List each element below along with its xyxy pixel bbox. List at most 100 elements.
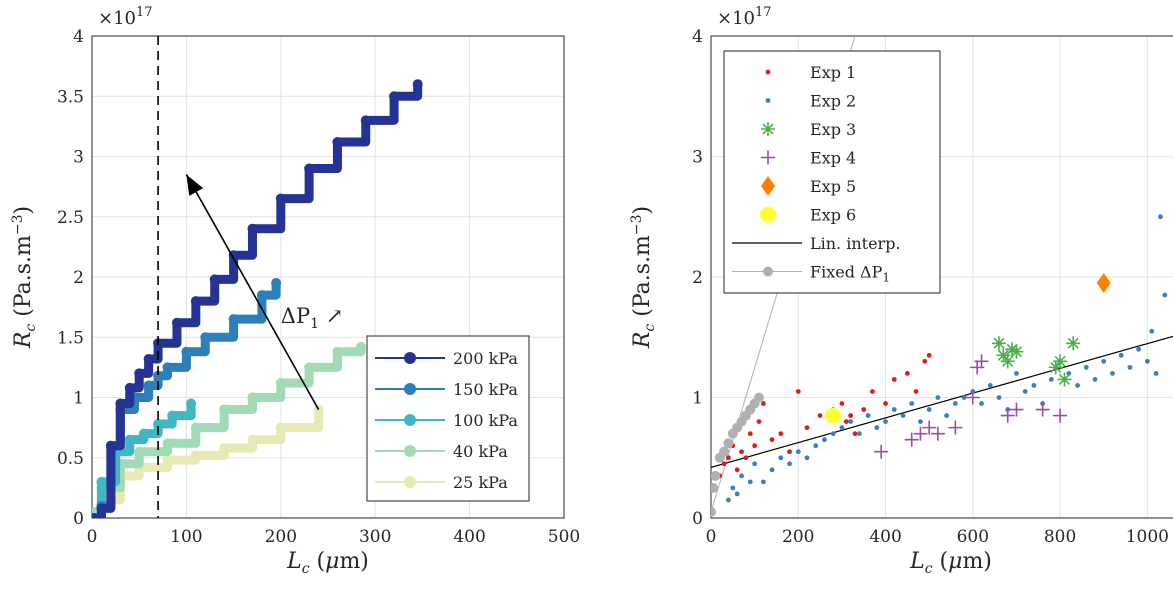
data-point [360, 115, 371, 126]
y-tick-label: 0 [692, 509, 703, 529]
data-point [256, 290, 267, 301]
right-chart: 0 200 400 600 800 1000 0 1 2 3 4 Lc (μm) Rc (Pa.s.m−… [629, 5, 1173, 577]
data-point [778, 455, 784, 461]
data-point [134, 446, 145, 457]
data-point [852, 431, 858, 437]
data-point [904, 432, 919, 447]
data-point [913, 426, 928, 441]
data-point [96, 476, 107, 487]
x-tick-label: 200 [265, 527, 297, 547]
data-point [1009, 344, 1024, 359]
data-point [1000, 408, 1015, 423]
legend-label: Exp 2 [810, 92, 856, 111]
data-point [1136, 346, 1142, 352]
data-point [913, 389, 919, 394]
data-point [752, 461, 758, 467]
legend-marker [404, 476, 416, 488]
data-point [1118, 352, 1124, 358]
data-point [153, 370, 164, 381]
data-point [134, 368, 145, 379]
data-point [756, 419, 762, 424]
x-axis-label: Lc (μm) [909, 549, 992, 577]
data-point [1162, 292, 1168, 298]
y-tick-label: 2 [73, 268, 84, 288]
data-point [787, 449, 792, 455]
x-tick-label: 0 [87, 527, 98, 547]
data-point [760, 479, 766, 485]
legend-label: Exp 3 [810, 120, 856, 139]
data-point [839, 401, 845, 406]
data-point [1075, 383, 1080, 388]
data-point [769, 467, 775, 473]
data-point [1096, 273, 1111, 294]
data-point [948, 420, 963, 435]
data-point [987, 383, 993, 388]
x-tick-label: 500 [548, 527, 580, 547]
data-point [162, 438, 173, 449]
y-tick-label: 1 [692, 389, 703, 409]
legend-marker [761, 150, 775, 165]
data-point [817, 413, 823, 418]
data-point [115, 398, 126, 409]
data-point [839, 425, 845, 431]
data-point [1153, 371, 1159, 376]
data-point [219, 443, 230, 454]
x-tick-label: 600 [957, 527, 989, 547]
series-line [92, 342, 366, 517]
data-point [1066, 371, 1072, 376]
data-point [804, 425, 810, 431]
data-point [922, 358, 928, 364]
data-point [813, 443, 819, 449]
data-point [200, 332, 211, 343]
data-point [904, 371, 910, 376]
data-point [1000, 354, 1015, 369]
legend-label: 40 kPa [453, 442, 508, 461]
data-point [918, 419, 923, 424]
y-tick-label: 3.5 [57, 87, 84, 107]
data-point [332, 346, 343, 357]
data-point [162, 362, 173, 373]
data-point [105, 440, 116, 451]
data-point [935, 395, 941, 400]
data-point [795, 389, 801, 394]
y-tick-label: 0.5 [57, 449, 84, 469]
data-point [1014, 371, 1019, 376]
data-point [389, 91, 400, 102]
data-point [726, 455, 731, 461]
data-point [92, 513, 99, 518]
data-point [754, 392, 764, 403]
data-point [162, 455, 173, 466]
data-point [247, 392, 258, 403]
data-point [1048, 360, 1063, 375]
data-point [965, 390, 980, 405]
legend-label: Exp 5 [810, 177, 856, 196]
data-point [992, 336, 1006, 351]
data-point [883, 401, 888, 406]
legend-marker [761, 122, 775, 136]
legend-label: 150 kPa [453, 380, 518, 399]
data-point [804, 455, 810, 461]
data-point [209, 274, 220, 285]
plot-frame [91, 35, 565, 519]
data-point [974, 354, 989, 369]
y-tick-label: 4 [692, 27, 703, 47]
data-point [124, 382, 135, 393]
data-point [930, 426, 945, 441]
legend-marker [404, 445, 416, 457]
data-point [1092, 377, 1098, 382]
data-point [926, 352, 932, 358]
data-point [979, 401, 984, 406]
data-point [891, 407, 897, 412]
legend-label: Exp 6 [810, 206, 856, 225]
data-point [412, 79, 423, 90]
data-point [870, 389, 875, 394]
data-point [1083, 364, 1089, 370]
data-point [1149, 328, 1155, 334]
data-point [271, 278, 282, 289]
x-axis-label: Lc (μm) [286, 549, 369, 577]
data-point [181, 346, 192, 357]
data-point [861, 407, 867, 412]
data-point [747, 479, 753, 485]
data-point [1048, 377, 1054, 382]
